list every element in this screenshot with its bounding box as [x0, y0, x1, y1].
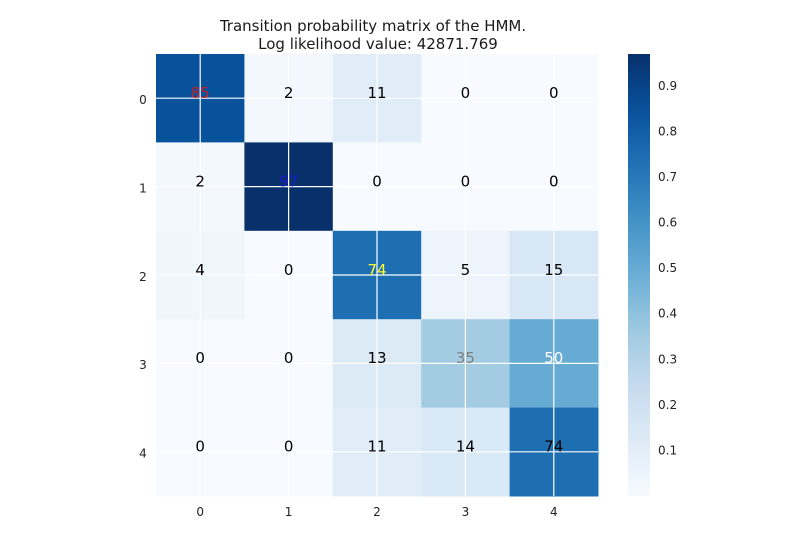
- cell-value-label: 50: [544, 349, 563, 367]
- colorbar-tick-label: 0.8: [658, 124, 677, 138]
- chart-title: Transition probability matrix of the HMM…: [219, 17, 526, 35]
- cell-value-label: 4: [195, 261, 205, 279]
- y-tick-label: 0: [139, 93, 147, 107]
- cell-value-label: 2: [284, 84, 294, 102]
- colorbar-tick-label: 0.9: [658, 79, 677, 93]
- cell-value-label: 11: [367, 438, 386, 456]
- cell-labels: 85 2 11 0 0 2 97 0 0 0 4 0 74 5 15 0 0 13 35 50 0 0 11 14 74: [191, 84, 564, 456]
- cell-value-label: 97: [279, 172, 298, 190]
- cell-value-label: 5: [461, 261, 471, 279]
- cell-value-label: 0: [549, 172, 559, 190]
- x-tick-label: 0: [196, 505, 204, 519]
- x-tick-label: 1: [285, 505, 293, 519]
- cell-value-label: 11: [367, 84, 386, 102]
- y-axis-ticks: 0 1 2 3 4: [139, 93, 147, 461]
- cell-value-label: 0: [195, 349, 205, 367]
- cell-value-label: 0: [195, 438, 205, 456]
- cell-value-label: 0: [461, 84, 471, 102]
- colorbar-tick-label: 0.3: [658, 352, 677, 366]
- cell-value-label: 0: [461, 172, 471, 190]
- cell-value-label: 13: [367, 349, 386, 367]
- colorbar: 0.1 0.2 0.3 0.4 0.5 0.6 0.7 0.8 0.9: [628, 54, 677, 496]
- y-tick-label: 1: [139, 181, 147, 195]
- cell-value-label: 0: [284, 261, 294, 279]
- x-tick-label: 2: [373, 505, 381, 519]
- cell-value-label: 74: [367, 261, 386, 279]
- colorbar-gradient: [628, 54, 650, 496]
- cell-value-label: 0: [284, 438, 294, 456]
- colorbar-tick-label: 0.2: [658, 398, 677, 412]
- cell-value-label: 35: [456, 349, 475, 367]
- cell-value-label: 0: [372, 172, 382, 190]
- colorbar-tick-label: 0.7: [658, 170, 677, 184]
- x-axis-ticks: 0 1 2 3 4: [196, 505, 557, 519]
- cell-value-label: 0: [549, 84, 559, 102]
- colorbar-tick-label: 0.4: [658, 307, 677, 321]
- y-tick-label: 4: [139, 447, 147, 461]
- cell-value-label: 85: [191, 84, 210, 102]
- colorbar-tick-label: 0.5: [658, 261, 677, 275]
- colorbar-tick-label: 0.1: [658, 443, 677, 457]
- y-tick-label: 3: [139, 358, 147, 372]
- colorbar-tick-label: 0.6: [658, 216, 677, 230]
- cell-value-label: 74: [544, 438, 563, 456]
- cell-value-label: 14: [456, 438, 475, 456]
- chart-subtitle: Log likelihood value: 42871.769: [258, 35, 498, 53]
- cell-value-label: 0: [284, 349, 294, 367]
- cell-value-label: 2: [195, 172, 205, 190]
- y-tick-label: 2: [139, 270, 147, 284]
- cell-value-label: 15: [544, 261, 563, 279]
- x-tick-label: 4: [550, 505, 558, 519]
- x-tick-label: 3: [462, 505, 470, 519]
- grid: [156, 54, 598, 496]
